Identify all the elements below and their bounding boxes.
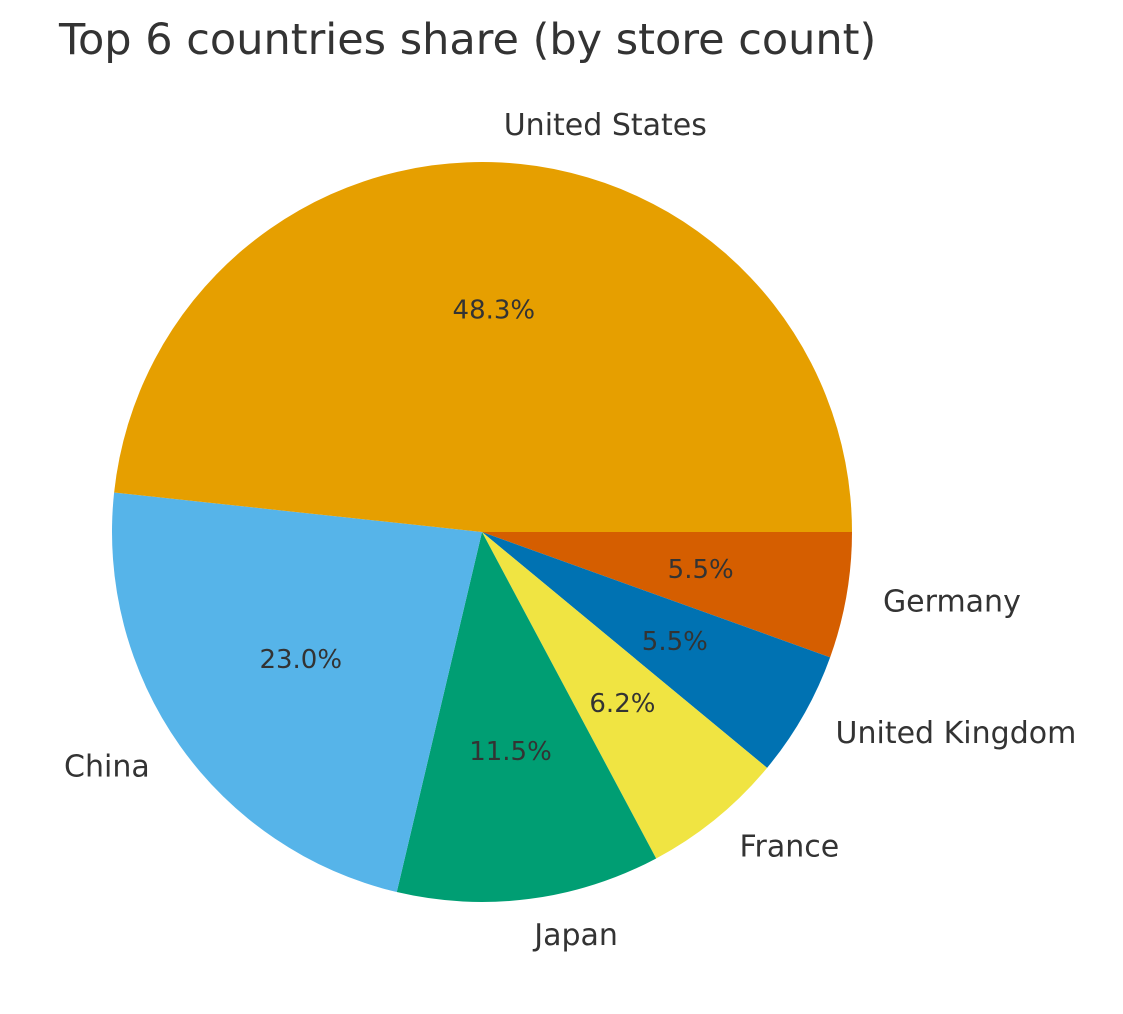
category-labels: Germany United Kingdom France Japan China Uni… [64, 108, 1076, 953]
percent-label-germany: 5.5% [668, 555, 734, 585]
slice-china [112, 492, 482, 893]
category-label-france: France [739, 830, 839, 865]
slice-united-states [114, 162, 853, 532]
slice-japan [396, 532, 657, 903]
pie-slices [112, 162, 853, 903]
category-label-united-states: United States [504, 108, 707, 143]
category-label-china: China [64, 750, 150, 785]
chart-title: Top 6 countries share (by store count) [59, 15, 877, 65]
category-label-united-kingdom: United Kingdom [836, 716, 1077, 751]
percent-label-japan: 11.5% [469, 737, 552, 767]
slice-united-kingdom [482, 532, 831, 768]
slice-germany [482, 532, 852, 658]
percent-label-china: 23.0% [259, 645, 342, 675]
percent-label-united-kingdom: 5.5% [642, 627, 708, 657]
percent-labels: 5.5% 5.5% 6.2% 11.5% 23.0% 48.3% [259, 295, 733, 767]
slice-france [482, 532, 768, 859]
percent-label-france: 6.2% [589, 689, 655, 719]
category-label-germany: Germany [883, 584, 1021, 619]
category-label-japan: Japan [532, 918, 618, 953]
percent-label-united-states: 48.3% [453, 295, 536, 325]
